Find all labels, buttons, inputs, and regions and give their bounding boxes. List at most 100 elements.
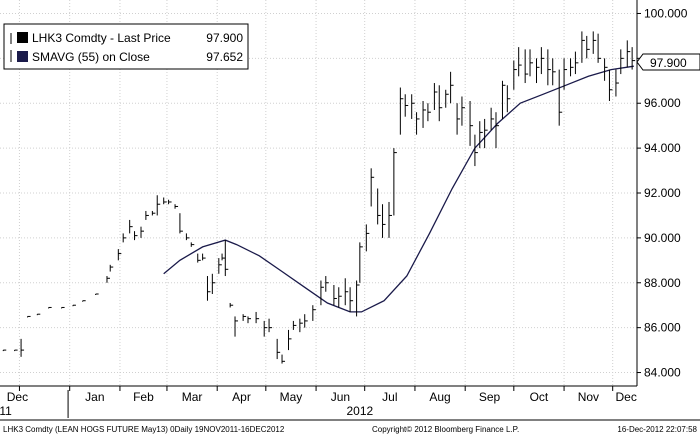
legend: LHK3 Comdty - Last Price 97.900 SMAVG (5… [3, 23, 249, 70]
price-bar [479, 121, 483, 149]
y-tick-label: 86.000 [644, 321, 681, 335]
y-tick-label: 96.000 [644, 96, 681, 110]
sma-line [163, 65, 634, 313]
price-bar [27, 315, 31, 318]
price-bar [529, 49, 534, 77]
price-bar [151, 210, 156, 216]
price-bar [570, 58, 574, 77]
legend-label-sma: SMAVG (55) on Close [32, 50, 150, 64]
price-bar [349, 287, 354, 312]
price-bar [581, 31, 585, 63]
price-bar [61, 306, 65, 309]
last-price-tag-box [636, 53, 700, 71]
price-bar [190, 242, 195, 247]
price-bar [524, 49, 529, 84]
sma-series [163, 65, 634, 313]
price-bar [185, 233, 190, 241]
price-bar [344, 278, 349, 306]
price-bar [608, 69, 613, 101]
price-bar [615, 69, 619, 97]
price-bar [263, 320, 268, 337]
x-tick-label: Jul [382, 390, 397, 404]
price-bar [597, 33, 602, 63]
price-bar [404, 94, 409, 117]
y-tick-label: 84.000 [644, 366, 681, 380]
price-bar [490, 107, 495, 131]
price-bar [72, 304, 76, 307]
price-bar [333, 285, 337, 306]
price-bar [117, 249, 122, 261]
price-bar [281, 354, 286, 364]
price-bar [242, 314, 247, 321]
price-bar [469, 100, 474, 146]
price-bar [356, 280, 360, 317]
legend-swatch-sma [17, 51, 28, 62]
price-bar [592, 31, 597, 54]
x-axis-ticks: DecJanFebMarAprMayJunJulAugSepOctNovDec2… [0, 386, 637, 418]
price-bar [484, 118, 488, 149]
price-bar [197, 253, 201, 263]
price-bar [140, 226, 145, 238]
x-tick-label: Mar [182, 390, 203, 404]
price-bar [211, 273, 216, 294]
x-tick-label: Dec [616, 390, 637, 404]
legend-item-sma: SMAVG (55) on Close 97.652 [10, 50, 243, 64]
price-bar [558, 69, 563, 126]
price-bar [604, 58, 608, 81]
x-tick-label: Aug [429, 390, 450, 404]
x-tick-label: Dec [7, 390, 28, 404]
year-label: 2011 [0, 404, 12, 418]
price-bar [382, 204, 386, 238]
price-bar [106, 276, 110, 283]
price-bar [438, 85, 443, 122]
price-bar [540, 47, 545, 75]
x-tick-label: May [280, 390, 303, 404]
price-bar [450, 71, 454, 104]
price-bar [95, 293, 99, 295]
price-bar [174, 204, 179, 209]
x-tick-label: Sep [479, 390, 501, 404]
price-bar [631, 47, 636, 70]
price-bar [563, 58, 568, 90]
price-bar [461, 96, 465, 126]
legend-box [3, 23, 249, 70]
price-bar [292, 320, 297, 330]
price-bar [620, 49, 624, 75]
price-bar [234, 316, 239, 337]
price-bar [122, 233, 127, 243]
price-bar [518, 47, 522, 77]
price-bar [255, 311, 260, 324]
x-tick-label: Jun [331, 390, 350, 404]
x-tick-label: Oct [530, 390, 549, 404]
price-bar [411, 94, 415, 119]
price-bar [312, 305, 316, 321]
price-bar [179, 213, 183, 234]
price-bar [288, 329, 292, 351]
year-label: 2012 [346, 404, 373, 418]
legend-item-last-price: LHK3 Comdty - Last Price 97.900 [10, 31, 243, 45]
price-bar [218, 258, 222, 274]
price-bar [202, 253, 206, 261]
price-bar [586, 35, 590, 59]
price-bar [370, 168, 375, 207]
price-bar [393, 148, 397, 216]
legend-label-price: LHK3 Comdty - Last Price [32, 31, 171, 45]
price-bar [513, 60, 517, 90]
grid-lines [0, 0, 637, 386]
y-tick-label: 94.000 [644, 141, 681, 155]
price-bar [506, 85, 511, 113]
x-tick-label: Apr [232, 390, 251, 404]
price-bar [377, 188, 381, 225]
price-bar [229, 302, 234, 308]
y-tick-label: 90.000 [644, 231, 681, 245]
legend-swatch-price [17, 32, 28, 43]
price-bar [325, 276, 329, 292]
price-bar [221, 253, 226, 261]
legend-value-sma: 97.652 [206, 50, 243, 64]
price-bar [14, 349, 18, 352]
price-bar [501, 80, 506, 119]
price-bar [359, 242, 363, 283]
price-bar [388, 201, 393, 238]
